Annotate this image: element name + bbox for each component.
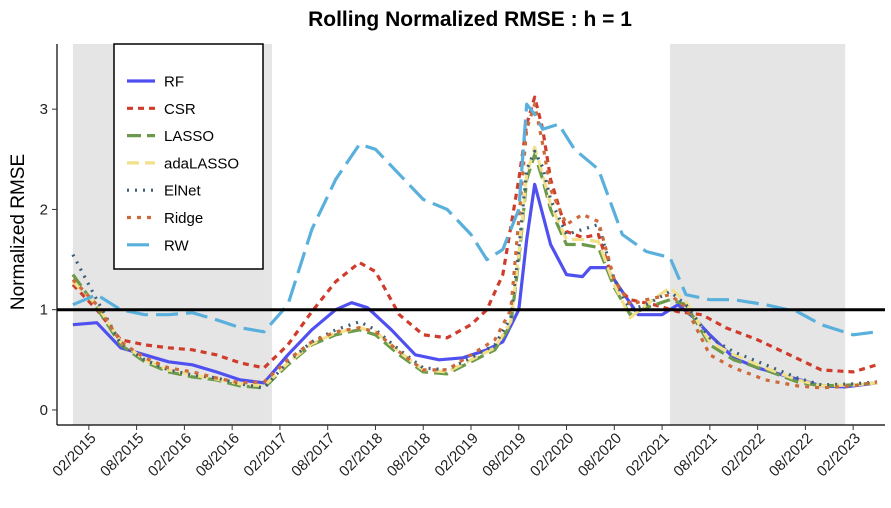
x-tick-label: 08/2015	[97, 430, 147, 480]
legend-label-lasso: LASSO	[164, 128, 214, 145]
y-tick-label: 1	[40, 302, 48, 319]
x-tick-label: 02/2017	[240, 430, 290, 480]
x-tick-label: 08/2021	[670, 430, 720, 480]
legend-label-csr: CSR	[164, 101, 196, 118]
x-tick-label: 08/2018	[384, 430, 434, 480]
x-tick-label: 02/2019	[431, 430, 481, 480]
x-tick-label: 08/2017	[288, 430, 338, 480]
legend-label-adalasso: adaLASSO	[164, 155, 239, 172]
y-tick-label: 0	[40, 402, 48, 419]
series-line-elnet	[71, 149, 878, 390]
legend-label-rf: RF	[164, 74, 184, 91]
legend: RF CSR LASSO adaLASSO ElNet Ridge RW	[113, 43, 264, 270]
legend-label-elnet: ElNet	[164, 183, 202, 200]
series-line-adalasso	[71, 145, 878, 388]
x-tick-label: 08/2020	[575, 430, 625, 480]
series-line-csr	[71, 95, 878, 374]
x-tick-label: 02/2022	[718, 430, 768, 480]
legend-label-rw: RW	[164, 237, 190, 254]
series-line-rw	[72, 102, 878, 337]
x-tick-label: 02/2023	[814, 430, 864, 480]
shaded-region-1	[670, 44, 846, 425]
y-axis-title: Normalized RMSE	[8, 154, 29, 310]
x-tick-label: 02/2020	[527, 430, 577, 480]
chart-title: Rolling Normalized RMSE : h = 1	[308, 8, 632, 31]
x-tick-label: 02/2016	[145, 430, 195, 480]
x-tick-label: 02/2021	[623, 430, 673, 480]
x-tick-label: 02/2015	[49, 430, 99, 480]
y-tick-label: 3	[40, 101, 48, 118]
x-tick-label: 02/2018	[336, 430, 386, 480]
series-line-ridge	[71, 102, 878, 390]
legend-label-ridge: Ridge	[164, 210, 203, 227]
x-tick-label: 08/2019	[479, 430, 529, 480]
x-tick-label: 08/2022	[766, 430, 816, 480]
x-tick-label: 08/2016	[193, 430, 243, 480]
y-tick-label: 2	[40, 201, 48, 218]
